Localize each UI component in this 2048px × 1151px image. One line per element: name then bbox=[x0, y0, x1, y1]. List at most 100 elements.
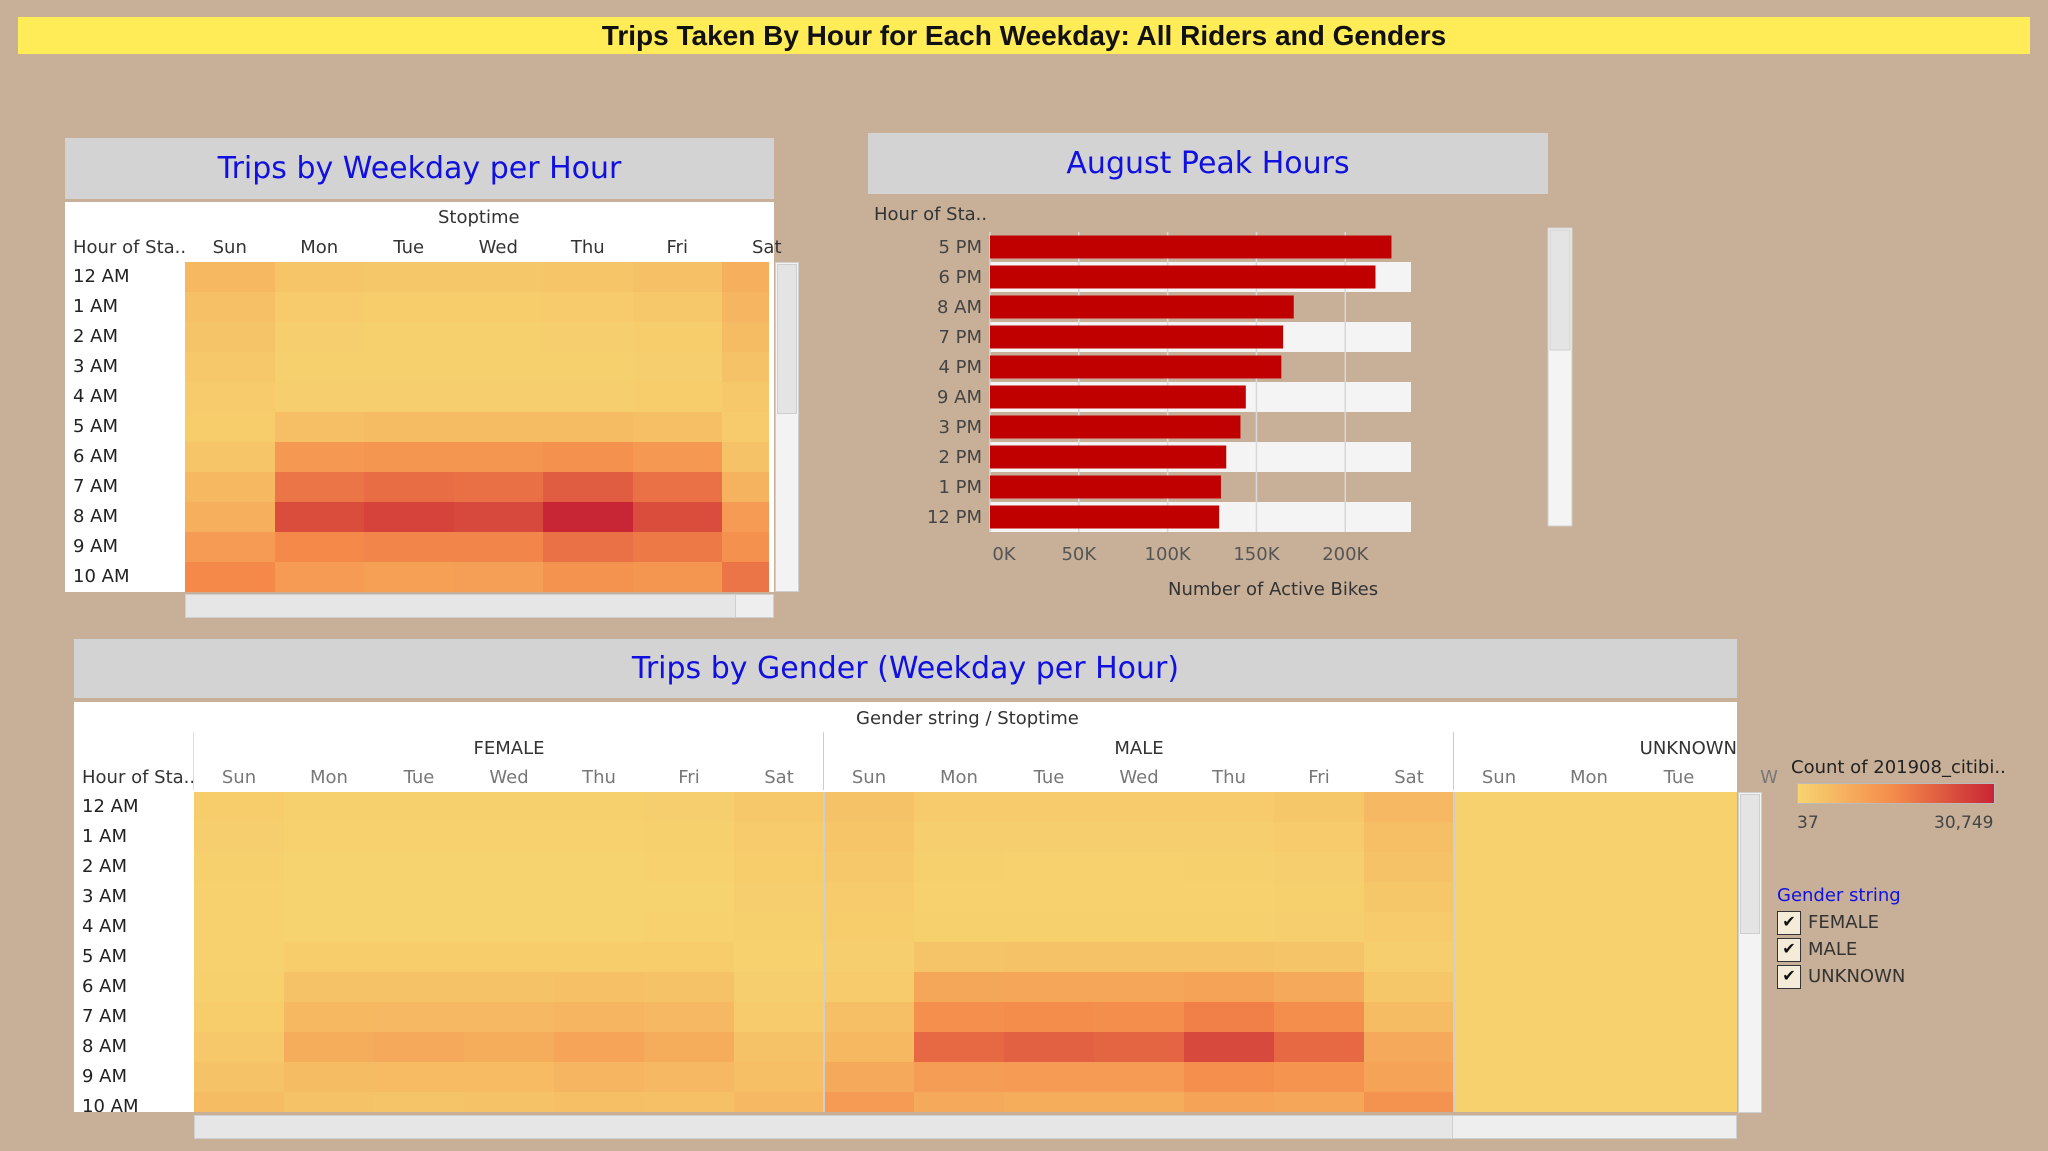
group-separator bbox=[1453, 792, 1455, 1112]
heatmap-cell bbox=[1724, 822, 1737, 852]
heatmap-cell bbox=[644, 1062, 735, 1092]
gender-filter-option-male[interactable]: ✔ MALE bbox=[1777, 937, 2017, 963]
heatmap-cell bbox=[1274, 1092, 1365, 1112]
gender-heatmap-vertical-scroll-thumb[interactable] bbox=[1740, 794, 1760, 934]
gender-group-header: UNKNOWN bbox=[1639, 738, 1737, 759]
heatmap-cell bbox=[1364, 1002, 1455, 1032]
day-header: Sat bbox=[751, 237, 782, 258]
heatmap-cell bbox=[364, 292, 454, 322]
heatmap-cell bbox=[734, 882, 825, 912]
heatmap-cell bbox=[194, 882, 285, 912]
heatmap-cell bbox=[734, 1062, 825, 1092]
checkbox-label: MALE bbox=[1808, 939, 1858, 960]
heatmap-cell bbox=[824, 882, 915, 912]
day-header: Sun bbox=[212, 237, 247, 258]
heatmap-cell bbox=[194, 822, 285, 852]
checkbox-label: FEMALE bbox=[1808, 912, 1879, 933]
panel-title-trips-by-weekday: Trips by Weekday per Hour bbox=[65, 138, 774, 199]
x-tick-label: 200K bbox=[1322, 544, 1369, 565]
heatmap-cell bbox=[1364, 1032, 1455, 1062]
category-label: 6 PM bbox=[938, 267, 982, 288]
heatmap-cell bbox=[1184, 1002, 1275, 1032]
hour-label: 5 AM bbox=[82, 946, 128, 967]
heatmap-cell bbox=[1454, 1032, 1545, 1062]
heatmap-cell bbox=[274, 532, 365, 562]
heatmap-cell bbox=[453, 412, 544, 442]
heatmap-cell bbox=[914, 1032, 1005, 1062]
heatmap-vertical-scrollbar[interactable] bbox=[775, 262, 799, 592]
heatmap-cell bbox=[453, 442, 544, 472]
heatmap-horizontal-scrollbar[interactable] bbox=[185, 594, 774, 618]
heatmap-cell bbox=[554, 1002, 645, 1032]
heatmap-cell bbox=[1634, 792, 1725, 822]
day-header: W bbox=[1760, 767, 1778, 788]
heatmap-cell bbox=[632, 322, 723, 352]
heatmap-horizontal-scroll-thumb[interactable] bbox=[186, 595, 736, 617]
heatmap-cell bbox=[284, 882, 375, 912]
heatmap-vertical-scroll-thumb[interactable] bbox=[777, 264, 797, 414]
heatmap-cell bbox=[632, 412, 723, 442]
heatmap-cell bbox=[1724, 882, 1737, 912]
heatmap-cell bbox=[194, 972, 285, 1002]
heatmap-cell bbox=[1364, 972, 1455, 1002]
group-separator bbox=[1453, 732, 1454, 790]
heatmap-cell bbox=[453, 562, 544, 592]
heatmap-cell bbox=[1634, 1032, 1725, 1062]
hour-label: 6 AM bbox=[82, 976, 128, 997]
heatmap-cell bbox=[734, 792, 825, 822]
heatmap-cell bbox=[722, 442, 769, 472]
gender-filter-option-unknown[interactable]: ✔ UNKNOWN bbox=[1777, 964, 2017, 990]
heatmap-cell bbox=[1724, 1002, 1737, 1032]
heatmap-cell bbox=[1184, 1032, 1275, 1062]
heatmap-cell bbox=[554, 912, 645, 942]
heatmap-cell bbox=[1274, 912, 1365, 942]
heatmap-cell bbox=[554, 942, 645, 972]
heatmap-cell bbox=[464, 822, 555, 852]
gender-heatmap-horizontal-scroll-thumb[interactable] bbox=[195, 1116, 1453, 1138]
day-header: Thu bbox=[582, 767, 616, 788]
heatmap-cell bbox=[1274, 1032, 1365, 1062]
heatmap-cell bbox=[1724, 1032, 1737, 1062]
heatmap-cell bbox=[464, 1092, 555, 1112]
heatmap-cell bbox=[734, 1032, 825, 1062]
heatmap-cell bbox=[1454, 882, 1545, 912]
heatmap-cell bbox=[554, 792, 645, 822]
gender-heatmap-vertical-scrollbar[interactable] bbox=[1738, 792, 1762, 1113]
heatmap-cell bbox=[185, 412, 275, 442]
heatmap-cell bbox=[543, 532, 633, 562]
heatmap-cell bbox=[543, 262, 633, 292]
heatmap-cell bbox=[1184, 1092, 1275, 1112]
heatmap-cell bbox=[1364, 1062, 1455, 1092]
heatmap-cell bbox=[722, 412, 769, 442]
heatmap-cell bbox=[543, 322, 633, 352]
heatmap-cell bbox=[1544, 972, 1635, 1002]
checkbox[interactable]: ✔ bbox=[1777, 965, 1801, 989]
hour-label-column: 12 AM 1 AM 2 AM 3 AM 4 AM 5 AM 6 AM 7 AM 8 AM 9 A… bbox=[65, 262, 185, 592]
heatmap-cell bbox=[274, 322, 365, 352]
heatmap-cell bbox=[734, 852, 825, 882]
panel-title-trips-by-gender: Trips by Gender (Weekday per Hour) bbox=[74, 639, 1737, 698]
heatmap-cell bbox=[284, 1062, 375, 1092]
heatmap-cell bbox=[1544, 792, 1635, 822]
heatmap-cell bbox=[194, 1092, 285, 1112]
heatmap-cell bbox=[722, 382, 769, 412]
heatmap-cell bbox=[284, 1002, 375, 1032]
hour-label: 8 AM bbox=[82, 1036, 128, 1057]
day-header: Tue bbox=[1033, 767, 1065, 788]
gender-filter-option-female[interactable]: ✔ FEMALE bbox=[1777, 910, 2017, 936]
heatmap-cell bbox=[1634, 1002, 1725, 1032]
checkbox[interactable]: ✔ bbox=[1777, 911, 1801, 935]
heatmap-cell bbox=[632, 472, 723, 502]
heatmap-cell bbox=[374, 912, 465, 942]
heatmap-cell bbox=[1724, 1062, 1737, 1092]
row-header-separator bbox=[193, 732, 194, 790]
heatmap-cell bbox=[824, 942, 915, 972]
gender-heatmap-horizontal-scrollbar[interactable] bbox=[194, 1115, 1737, 1139]
heatmap-cell bbox=[1454, 942, 1545, 972]
heatmap-cell bbox=[1364, 792, 1455, 822]
checkbox[interactable]: ✔ bbox=[1777, 938, 1801, 962]
heatmap-cell bbox=[1094, 1092, 1185, 1112]
category-label: 5 PM bbox=[938, 237, 982, 258]
gender-filter-title: Gender string bbox=[1777, 885, 1901, 906]
bar bbox=[990, 235, 1392, 259]
